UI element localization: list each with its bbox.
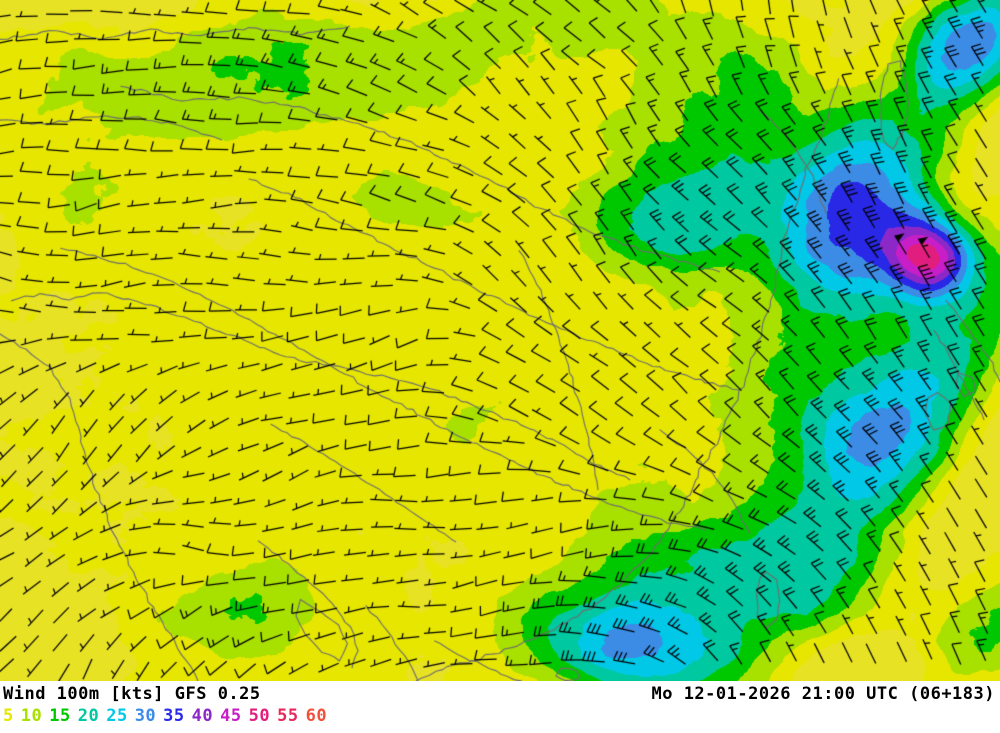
scale-tick-55: 55 xyxy=(277,706,299,726)
scale-tick-15: 15 xyxy=(49,706,71,726)
wind-map[interactable] xyxy=(0,0,1000,681)
wind-barb-overlay xyxy=(0,0,1000,681)
scale-tick-5: 5 xyxy=(3,706,14,726)
scale-tick-50: 50 xyxy=(248,706,271,726)
scale-tick-40: 40 xyxy=(191,706,214,726)
map-valid-time: Mo 12-01-2026 21:00 UTC (06+183) xyxy=(651,684,995,704)
scale-tick-25: 25 xyxy=(106,706,128,726)
scale-tick-10: 10 xyxy=(20,706,43,726)
scale-tick-20: 20 xyxy=(77,706,100,726)
map-title: Wind 100m [kts] GFS 0.25 xyxy=(3,684,261,704)
wind-speed-scale: 5 10 15 20 25 30 35 40 45 50 55 60 xyxy=(3,706,334,726)
scale-tick-30: 30 xyxy=(134,706,157,726)
scale-tick-35: 35 xyxy=(163,706,185,726)
scale-tick-60: 60 xyxy=(305,706,328,726)
map-footer: Wind 100m [kts] GFS 0.25 Mo 12-01-2026 2… xyxy=(0,681,1000,733)
scale-tick-45: 45 xyxy=(220,706,242,726)
